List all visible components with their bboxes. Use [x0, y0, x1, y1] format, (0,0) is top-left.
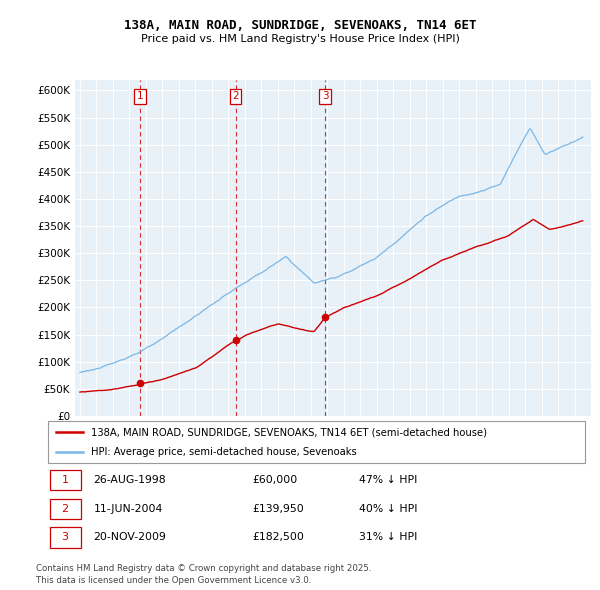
Text: 11-JUN-2004: 11-JUN-2004: [94, 504, 163, 514]
Text: 138A, MAIN ROAD, SUNDRIDGE, SEVENOAKS, TN14 6ET (semi-detached house): 138A, MAIN ROAD, SUNDRIDGE, SEVENOAKS, T…: [91, 427, 487, 437]
FancyBboxPatch shape: [50, 470, 81, 490]
Text: HPI: Average price, semi-detached house, Sevenoaks: HPI: Average price, semi-detached house,…: [91, 447, 357, 457]
Text: Price paid vs. HM Land Registry's House Price Index (HPI): Price paid vs. HM Land Registry's House …: [140, 34, 460, 44]
FancyBboxPatch shape: [48, 421, 585, 463]
Text: £139,950: £139,950: [252, 504, 304, 514]
Text: 1: 1: [137, 91, 143, 101]
Text: 31% ↓ HPI: 31% ↓ HPI: [359, 532, 418, 542]
Text: 2: 2: [62, 504, 69, 514]
FancyBboxPatch shape: [50, 499, 81, 519]
Text: 26-AUG-1998: 26-AUG-1998: [94, 476, 166, 486]
Text: £60,000: £60,000: [252, 476, 298, 486]
Text: 2: 2: [232, 91, 239, 101]
Text: 47% ↓ HPI: 47% ↓ HPI: [359, 476, 418, 486]
Text: 40% ↓ HPI: 40% ↓ HPI: [359, 504, 418, 514]
FancyBboxPatch shape: [50, 527, 81, 548]
Text: 3: 3: [62, 532, 68, 542]
Text: Contains HM Land Registry data © Crown copyright and database right 2025.
This d: Contains HM Land Registry data © Crown c…: [36, 565, 371, 585]
Text: 138A, MAIN ROAD, SUNDRIDGE, SEVENOAKS, TN14 6ET: 138A, MAIN ROAD, SUNDRIDGE, SEVENOAKS, T…: [124, 19, 476, 32]
Text: £182,500: £182,500: [252, 532, 304, 542]
Text: 3: 3: [322, 91, 329, 101]
Text: 1: 1: [62, 476, 68, 486]
Text: 20-NOV-2009: 20-NOV-2009: [94, 532, 167, 542]
